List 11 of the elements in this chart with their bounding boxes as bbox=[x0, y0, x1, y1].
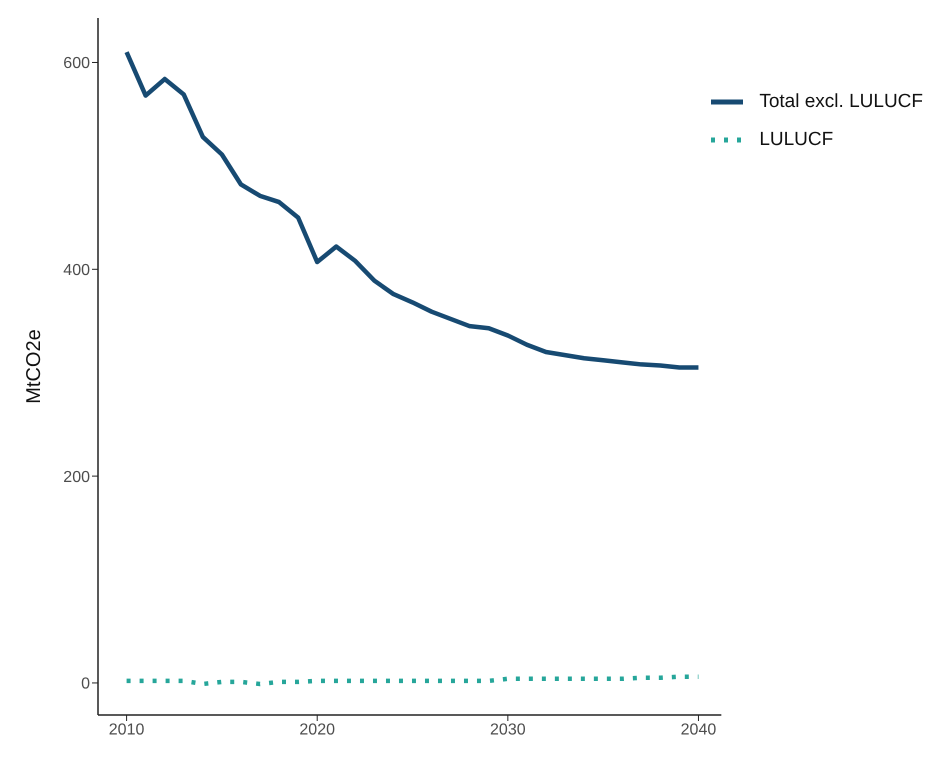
x-tick-label: 2020 bbox=[299, 721, 336, 738]
y-tick-label: 400 bbox=[63, 262, 90, 279]
y-tick-label: 0 bbox=[81, 676, 90, 693]
y-axis-title: MtCO2e bbox=[23, 329, 46, 404]
x-tick-label: 2040 bbox=[680, 721, 716, 738]
x-tick-label: 2030 bbox=[490, 721, 526, 738]
y-tick-label: 600 bbox=[63, 55, 90, 72]
legend-label: Total excl. LULUCF bbox=[759, 90, 923, 114]
legend-label: LULUCF bbox=[759, 128, 834, 152]
x-tick-label: 2010 bbox=[108, 721, 144, 738]
y-tick-label: 200 bbox=[63, 468, 90, 486]
